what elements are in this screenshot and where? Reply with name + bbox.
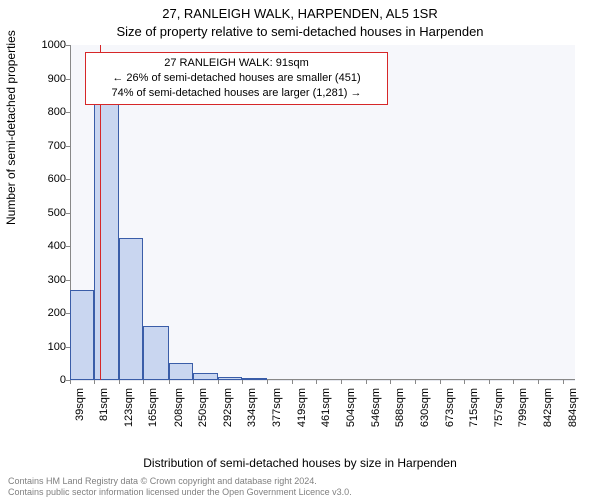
histogram-bar (193, 373, 217, 380)
x-tick-mark (415, 380, 416, 384)
x-tick-label: 39sqm (74, 388, 86, 438)
y-tick-label: 400 (40, 240, 66, 252)
histogram-bar (70, 290, 94, 380)
x-tick-mark (341, 380, 342, 384)
x-tick-label: 292sqm (222, 388, 234, 438)
footer-line-1: Contains HM Land Registry data © Crown c… (8, 476, 592, 487)
annotation-line: ← 26% of semi-detached houses are smalle… (92, 71, 381, 86)
x-tick-label: 799sqm (517, 388, 529, 438)
x-tick-mark (316, 380, 317, 384)
x-tick-mark (70, 380, 71, 384)
annotation-line: 74% of semi-detached houses are larger (… (92, 86, 381, 101)
x-tick-mark (366, 380, 367, 384)
x-tick-mark (119, 380, 120, 384)
chart-title-main: 27, RANLEIGH WALK, HARPENDEN, AL5 1SR (0, 6, 600, 21)
x-tick-mark (440, 380, 441, 384)
x-tick-label: 504sqm (345, 388, 357, 438)
x-tick-label: 419sqm (296, 388, 308, 438)
x-tick-label: 208sqm (173, 388, 185, 438)
histogram-bar (143, 326, 168, 380)
x-tick-mark (169, 380, 170, 384)
x-tick-label: 630sqm (419, 388, 431, 438)
y-tick-label: 500 (40, 207, 66, 219)
x-tick-mark (267, 380, 268, 384)
x-tick-label: 461sqm (320, 388, 332, 438)
x-tick-mark (489, 380, 490, 384)
x-tick-mark (143, 380, 144, 384)
x-tick-mark (538, 380, 539, 384)
histogram-bar (218, 377, 242, 380)
y-axis-label: Number of semi-detached properties (4, 30, 18, 225)
x-tick-mark (464, 380, 465, 384)
x-tick-label: 757sqm (493, 388, 505, 438)
x-tick-label: 673sqm (444, 388, 456, 438)
histogram-bar (119, 238, 143, 380)
y-tick-label: 700 (40, 140, 66, 152)
y-tick-label: 1000 (40, 39, 66, 51)
x-tick-mark (390, 380, 391, 384)
y-tick-label: 0 (40, 374, 66, 386)
annotation-line: 27 RANLEIGH WALK: 91sqm (92, 56, 381, 71)
footer-attribution: Contains HM Land Registry data © Crown c… (8, 476, 592, 498)
x-axis-label: Distribution of semi-detached houses by … (0, 456, 600, 470)
histogram-bar (242, 378, 267, 380)
x-tick-mark (292, 380, 293, 384)
annotation-box: 27 RANLEIGH WALK: 91sqm← 26% of semi-det… (85, 52, 388, 105)
y-tick-label: 200 (40, 307, 66, 319)
chart-title-sub: Size of property relative to semi-detach… (0, 24, 600, 39)
x-tick-label: 842sqm (542, 388, 554, 438)
x-tick-label: 377sqm (271, 388, 283, 438)
histogram-bar (169, 363, 193, 380)
x-tick-mark (193, 380, 194, 384)
x-tick-label: 165sqm (147, 388, 159, 438)
y-tick-label: 300 (40, 274, 66, 286)
x-tick-label: 884sqm (567, 388, 579, 438)
x-tick-label: 715sqm (468, 388, 480, 438)
x-tick-label: 588sqm (394, 388, 406, 438)
x-tick-mark (218, 380, 219, 384)
x-tick-mark (94, 380, 95, 384)
x-tick-label: 546sqm (370, 388, 382, 438)
x-tick-mark (242, 380, 243, 384)
y-tick-label: 600 (40, 173, 66, 185)
y-tick-label: 800 (40, 106, 66, 118)
x-tick-mark (513, 380, 514, 384)
footer-line-2: Contains public sector information licen… (8, 487, 592, 498)
x-tick-mark (563, 380, 564, 384)
grid-line-h (70, 380, 575, 381)
histogram-bar (94, 104, 118, 380)
x-tick-label: 123sqm (123, 388, 135, 438)
x-tick-label: 81sqm (98, 388, 110, 438)
y-tick-label: 100 (40, 341, 66, 353)
y-tick-label: 900 (40, 73, 66, 85)
x-tick-label: 250sqm (197, 388, 209, 438)
x-tick-label: 334sqm (246, 388, 258, 438)
chart-container: 27, RANLEIGH WALK, HARPENDEN, AL5 1SR Si… (0, 0, 600, 500)
